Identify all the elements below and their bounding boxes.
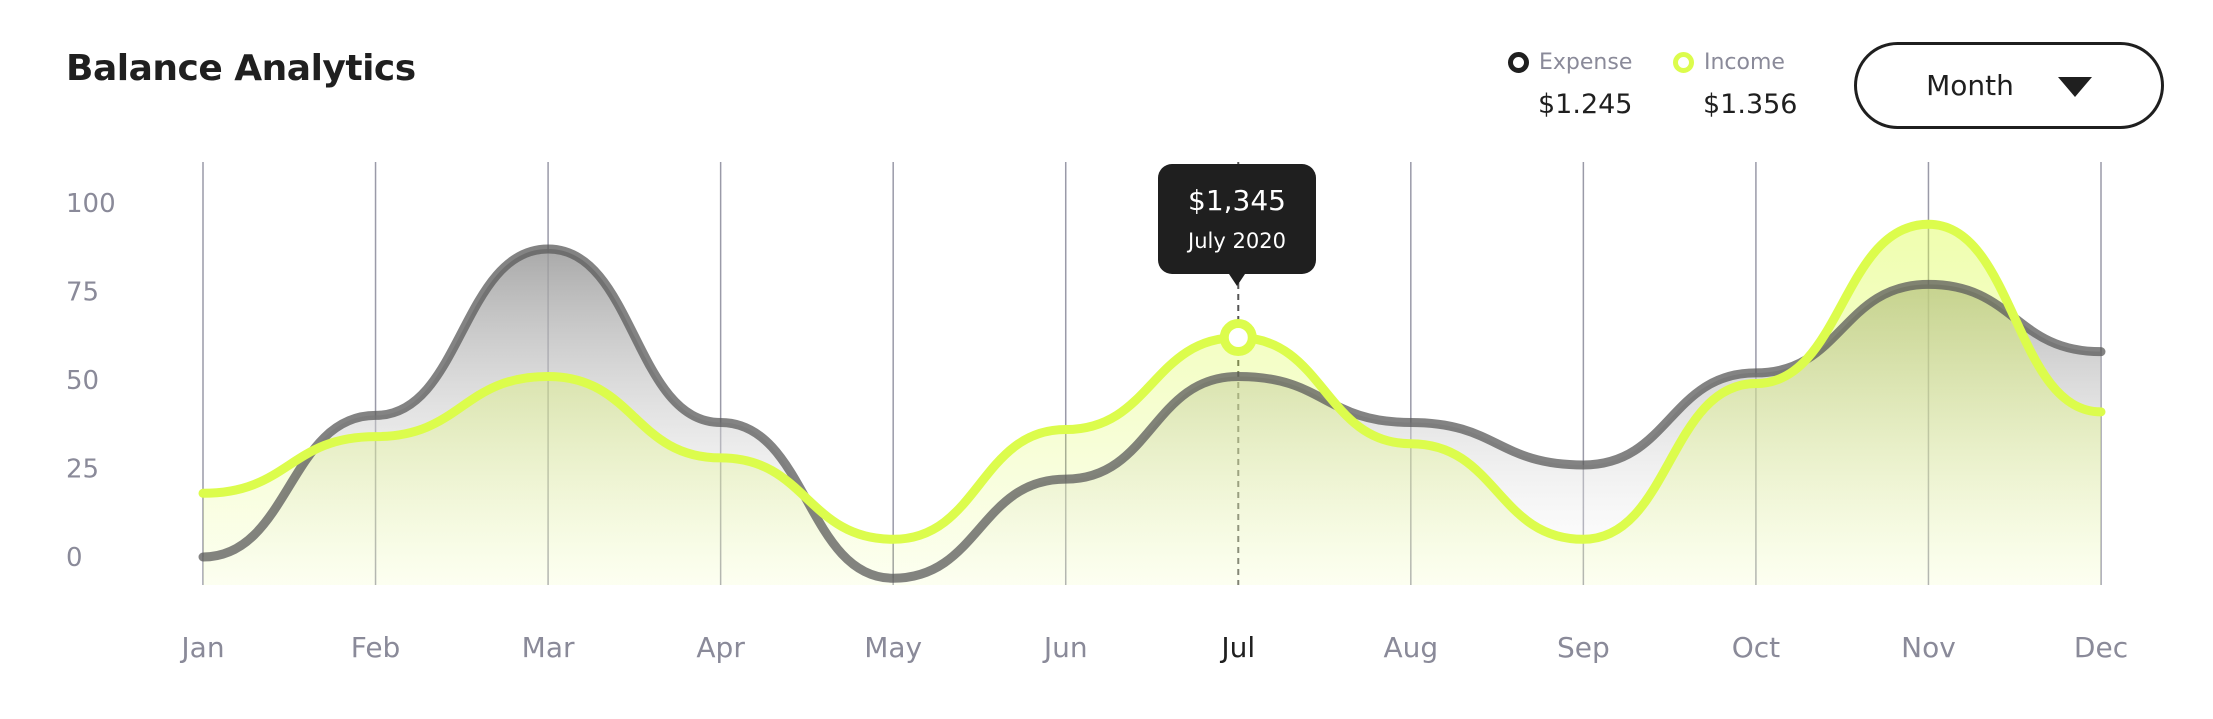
x-tick-label-jan: Jan — [179, 631, 224, 664]
expense-dot-icon — [1508, 52, 1529, 73]
y-tick-label: 50 — [66, 366, 99, 396]
x-tick-label-oct: Oct — [1732, 631, 1780, 664]
x-tick-label-aug: Aug — [1383, 631, 1438, 664]
legend-expense-value: $1.245 — [1538, 89, 1633, 120]
legend-income-label: Income — [1704, 50, 1785, 75]
y-tick-label: 75 — [66, 278, 99, 308]
legend-income: Income $1.356 — [1673, 50, 1797, 120]
chart-title: Balance Analytics — [66, 48, 416, 89]
caret-down-icon — [2057, 76, 2092, 97]
x-tick-label-mar: Mar — [522, 631, 575, 664]
x-tick-label-dec: Dec — [2074, 631, 2128, 664]
income-dot-icon — [1673, 52, 1694, 73]
x-tick-label-may: May — [864, 631, 922, 664]
x-tick-label-jun: Jun — [1042, 631, 1088, 664]
y-tick-label: 0 — [66, 543, 83, 573]
legend-income-value: $1.356 — [1703, 89, 1798, 120]
period-dropdown-button[interactable]: Month — [1854, 42, 2164, 129]
active-point-marker[interactable] — [1219, 319, 1257, 357]
line-income — [198, 219, 2106, 544]
y-tick-label: 100 — [66, 189, 116, 219]
x-tick-label-nov: Nov — [1901, 631, 1956, 664]
legend-expense-label: Expense — [1539, 50, 1633, 75]
period-dropdown-label: Month — [1926, 69, 2014, 102]
tooltip-value: $1,345 — [1188, 184, 1286, 217]
y-tick-label: 25 — [66, 455, 99, 485]
x-tick-label-sep: Sep — [1557, 631, 1610, 664]
x-tick-label-apr: Apr — [696, 631, 745, 664]
x-tick-label-jul: Jul — [1219, 631, 1255, 664]
chart-tooltip: $1,345 July 2020 — [1158, 164, 1316, 286]
legend-expense: Expense $1.245 — [1508, 50, 1632, 120]
line-expense — [198, 244, 2106, 583]
tooltip-date: July 2020 — [1188, 229, 1286, 253]
x-tick-label-feb: Feb — [351, 631, 401, 664]
area-income — [203, 224, 2101, 585]
